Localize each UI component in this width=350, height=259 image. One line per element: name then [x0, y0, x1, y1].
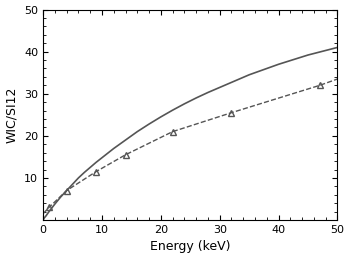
- Y-axis label: WIC/SI12: WIC/SI12: [6, 87, 19, 143]
- X-axis label: Energy (keV): Energy (keV): [150, 240, 231, 254]
